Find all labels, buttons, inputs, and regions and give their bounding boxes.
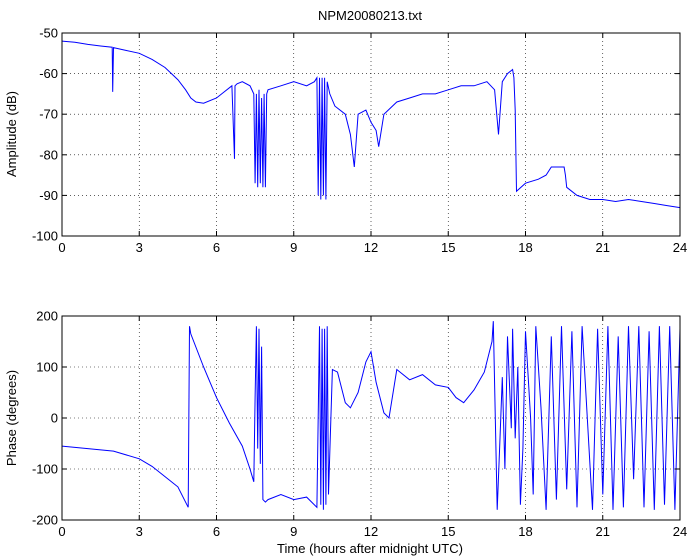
phase-x-tick-label: 9 — [290, 524, 297, 539]
phase-y-tick-label: -100 — [32, 462, 58, 477]
amplitude-y-tick-label: -50 — [39, 26, 58, 41]
phase-x-tick-label: 21 — [596, 524, 610, 539]
phase-x-tick-label: 3 — [136, 524, 143, 539]
phase-y-tick-label: 0 — [51, 411, 58, 426]
phase-x-tick-label: 15 — [441, 524, 455, 539]
phase-series-line — [61, 321, 681, 510]
amplitude-x-tick-label: 12 — [364, 240, 378, 255]
amplitude-x-tick-label: 18 — [518, 240, 532, 255]
amplitude-y-tick-label: -60 — [39, 66, 58, 81]
amplitude-axes: 0 3 6 9 12 15 18 21 24 -100 -90 -80 -70 -60 -50 — [32, 26, 687, 256]
amplitude-x-tick-label: 21 — [596, 240, 610, 255]
amplitude-x-tick-label: 9 — [290, 240, 297, 255]
amplitude-y-tick-label: -70 — [39, 107, 58, 122]
amplitude-y-axis-label: Amplitude (dB) — [4, 91, 19, 177]
chart-title: NPM20080213.txt — [318, 8, 422, 23]
amplitude-x-tick-label: 6 — [213, 240, 220, 255]
phase-y-tick-label: -200 — [32, 513, 58, 528]
phase-y-tick-label: 200 — [36, 309, 58, 324]
phase-x-tick-label: 24 — [673, 524, 687, 539]
amplitude-x-tick-label: 3 — [136, 240, 143, 255]
phase-x-tick-label: 18 — [518, 524, 532, 539]
amplitude-x-tick-label: 15 — [441, 240, 455, 255]
amplitude-series-line — [61, 40, 681, 209]
amplitude-y-tick-label: -80 — [39, 147, 58, 162]
phase-y-tick-label: 100 — [36, 360, 58, 375]
amplitude-x-tick-label: 24 — [673, 240, 687, 255]
phase-x-tick-label: 6 — [213, 524, 220, 539]
phase-y-axis-label: Phase (degrees) — [4, 370, 19, 466]
x-axis-label: Time (hours after midnight UTC) — [277, 541, 463, 556]
phase-x-tick-label: 0 — [58, 524, 65, 539]
amplitude-y-tick-label: -90 — [39, 188, 58, 203]
phase-axes: 0 3 6 9 12 15 18 21 24 -200 -100 0 100 200 — [32, 309, 687, 540]
amplitude-y-tick-label: -100 — [32, 229, 58, 244]
phase-x-tick-label: 12 — [364, 524, 378, 539]
amplitude-x-tick-label: 0 — [58, 240, 65, 255]
